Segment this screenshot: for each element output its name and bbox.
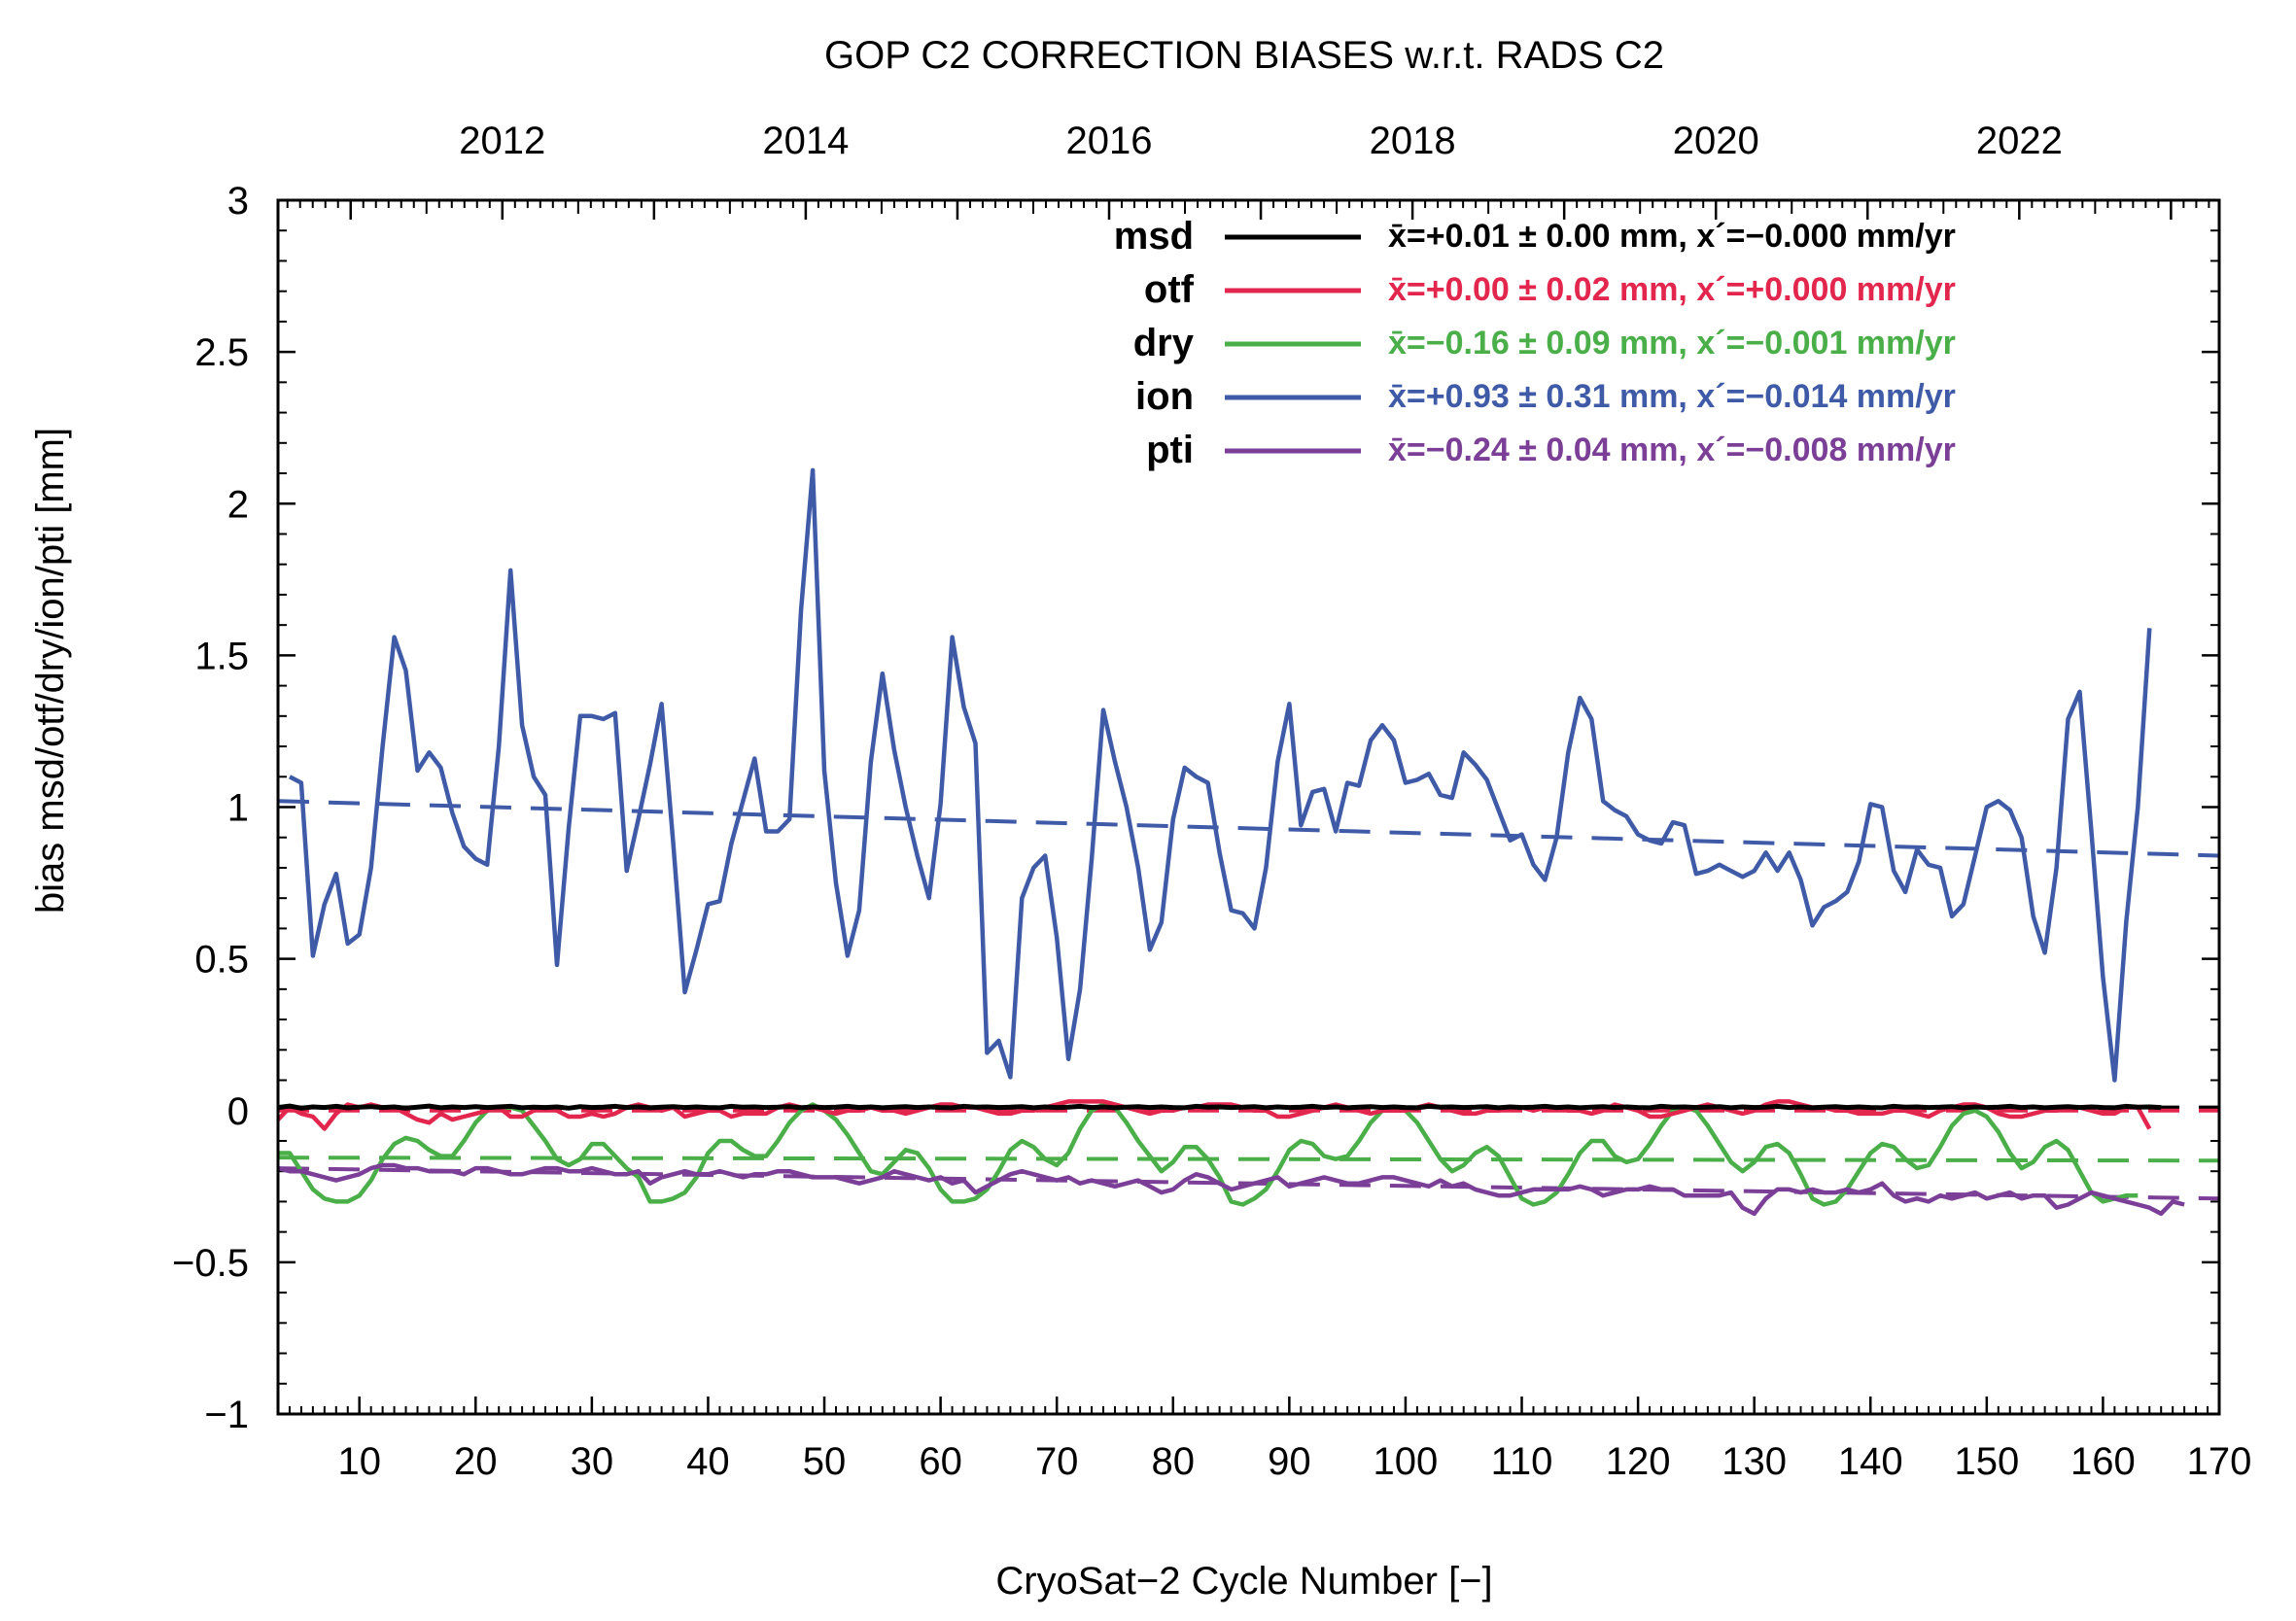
- dry-trend-line: [277, 1155, 2220, 1163]
- y-tick-label: −0.5: [172, 1242, 249, 1285]
- chart-title: GOP C2 CORRECTION BIASES w.r.t. RADS C2: [824, 34, 1664, 77]
- x-tick-label: 90: [1268, 1440, 1311, 1483]
- x-tick-label: 170: [2187, 1440, 2252, 1483]
- y-tick-labels: −1 −0.5 0 0.5 1 1.5 2 2.5 3: [172, 180, 249, 1436]
- year-label: 2016: [1066, 120, 1153, 162]
- y-tick-label: 1: [227, 787, 249, 830]
- x-tick-label: 20: [454, 1440, 498, 1483]
- dry-series-line: [278, 1102, 2139, 1207]
- legend: msd x̄=+0.01 ± 0.00 mm, x´=−0.000 mm/yr ot…: [1114, 215, 1956, 471]
- x-tick-label: 80: [1152, 1440, 1196, 1483]
- top-axis: 2012 2014 2016 2018 2020 2022: [286, 120, 2210, 220]
- legend-label-ion: ion: [1135, 375, 1194, 418]
- y-axis-title: bias msd/otf/dry/ion/pti [mm]: [29, 428, 72, 914]
- x-tick-label: 60: [919, 1440, 962, 1483]
- legend-label-dry: dry: [1133, 322, 1195, 364]
- plot-frame: [276, 198, 2221, 1416]
- year-label: 2022: [1976, 120, 2063, 162]
- y-tick-label: 0.5: [194, 939, 249, 982]
- y-tick-label: 2.5: [194, 331, 249, 374]
- x-tick-label: 100: [1374, 1440, 1439, 1483]
- y-tick-label: 1.5: [194, 635, 249, 677]
- x-tick-label: 40: [686, 1440, 730, 1483]
- legend-label-otf: otf: [1144, 268, 1195, 311]
- x-tick-label: 110: [1491, 1440, 1553, 1483]
- legend-stats-ion: x̄=+0.93 ± 0.31 mm, x´=−0.014 mm/yr: [1388, 378, 1956, 415]
- year-label: 2012: [459, 120, 545, 162]
- ion-trend-line: [277, 799, 2220, 858]
- y-tick-label: 2: [227, 483, 249, 526]
- legend-stats-msd: x̄=+0.01 ± 0.00 mm, x´=−0.000 mm/yr: [1388, 218, 1956, 255]
- legend-label-msd: msd: [1114, 215, 1194, 258]
- x-tick-label: 120: [1606, 1440, 1671, 1483]
- x-tick-label: 30: [571, 1440, 614, 1483]
- legend-label-pti: pti: [1146, 429, 1194, 471]
- pti-series-line: [277, 1162, 2185, 1217]
- x-tick-label: 70: [1035, 1440, 1079, 1483]
- x-axis-title: CryoSat−2 Cycle Number [−]: [995, 1560, 1492, 1603]
- series-lines: [276, 467, 2185, 1217]
- y-tick-label: 3: [227, 180, 249, 223]
- x-tick-label: 130: [1722, 1440, 1787, 1483]
- year-label: 2018: [1370, 120, 1456, 162]
- msd-series-line: [277, 1103, 2162, 1111]
- legend-stats-otf: x̄=+0.00 ± 0.02 mm, x´=+0.000 mm/yr: [1388, 271, 1956, 308]
- legend-stats-dry: x̄=−0.16 ± 0.09 mm, x´=−0.001 mm/yr: [1388, 325, 1956, 362]
- otf-series-line: [276, 1099, 2152, 1131]
- year-label: 2020: [1673, 120, 1759, 162]
- legend-stats-pti: x̄=−0.24 ± 0.04 mm, x´=−0.008 mm/yr: [1388, 431, 1956, 468]
- ion-series-line: [288, 467, 2152, 1083]
- x-tick-label: 160: [2070, 1440, 2136, 1483]
- x-tick-label: 140: [1838, 1440, 1903, 1483]
- x-tick-label: 150: [1954, 1440, 2019, 1483]
- x-tick-label: 50: [803, 1440, 847, 1483]
- y-tick-label: −1: [204, 1394, 249, 1436]
- x-tick-labels: 10 20 30 40 50 60 70 80 90 100 110 120 130 140 150 160 1…: [337, 1440, 2251, 1483]
- y-tick-label: 0: [227, 1090, 249, 1133]
- year-label: 2014: [762, 120, 849, 162]
- x-tick-label: 10: [337, 1440, 381, 1483]
